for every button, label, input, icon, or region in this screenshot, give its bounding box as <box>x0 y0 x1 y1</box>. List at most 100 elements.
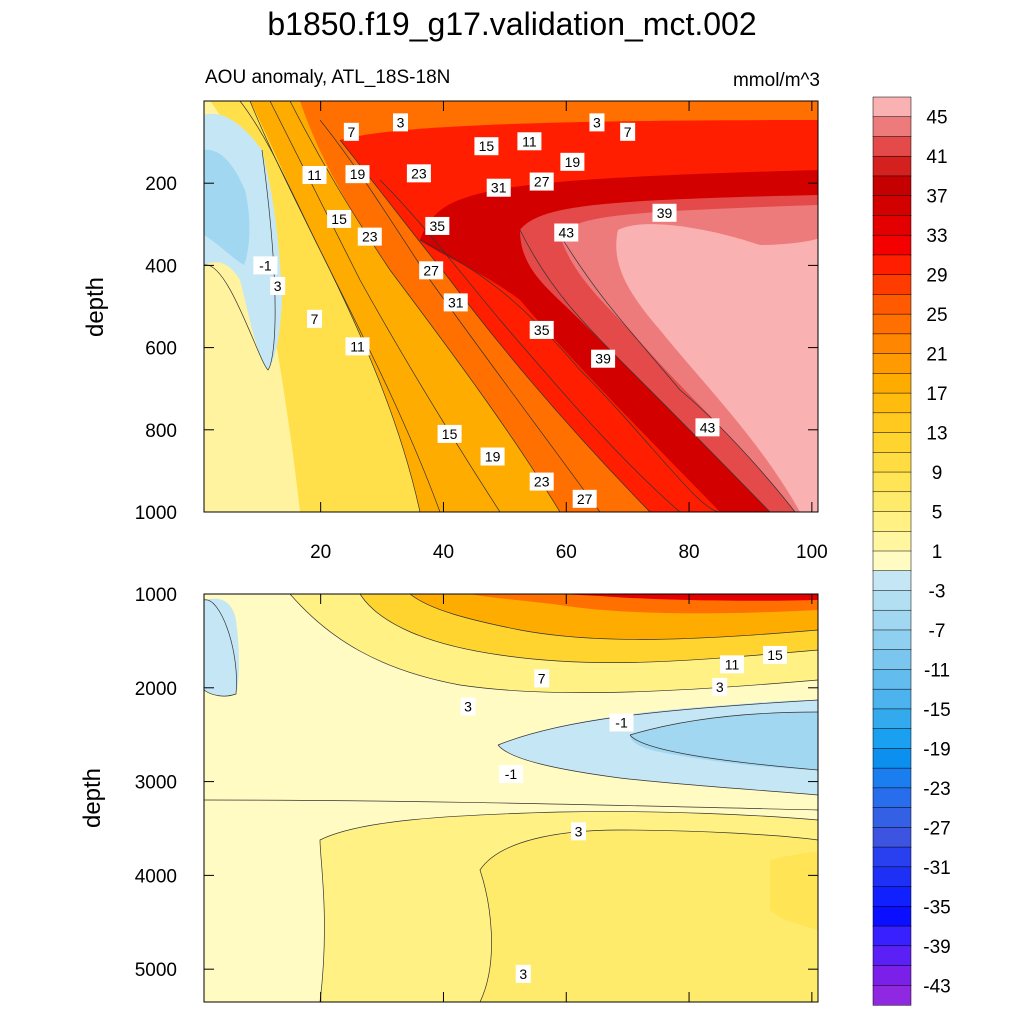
contour-label: 15 <box>767 647 783 663</box>
colorbar-label: 13 <box>926 424 947 445</box>
colorbar-swatch <box>872 669 912 690</box>
chart-subtitle: AOU anomaly, ATL_18S-18N <box>205 67 450 88</box>
y-tick-label: 1000 <box>135 585 177 606</box>
contour-label-bg <box>529 320 554 339</box>
contour-label: 7 <box>347 124 355 140</box>
contour-label: 11 <box>725 656 740 672</box>
colorbar-swatch <box>872 195 912 216</box>
contour-label: 23 <box>411 165 427 181</box>
contour-label-bg <box>270 276 286 295</box>
colorbar-label: 5 <box>932 503 943 524</box>
colorbar-swatch <box>872 906 912 927</box>
upper-contour-lines <box>204 101 796 512</box>
colorbar-label: 9 <box>932 463 943 484</box>
contour-label-bg <box>712 677 728 696</box>
y-tick-label: 800 <box>145 421 177 442</box>
colorbar-label: 17 <box>926 384 947 405</box>
x-tick-label: 60 <box>556 542 577 563</box>
colorbar-swatches <box>872 96 912 1006</box>
colorbar-label: 37 <box>926 187 947 208</box>
contour-label: 43 <box>558 225 574 241</box>
contour-label-bg <box>419 261 444 280</box>
colorbar-swatch <box>872 570 912 592</box>
colorbar-swatch <box>872 412 912 434</box>
colorbar-swatch <box>872 767 912 789</box>
colorbar-swatch <box>872 392 912 414</box>
contour-label: 19 <box>485 449 501 465</box>
contour-label-bg <box>474 137 499 156</box>
contour-label-bg <box>437 424 462 443</box>
contour-label: 11 <box>307 167 322 183</box>
contour-label-bg <box>517 132 542 151</box>
y-tick-label: 400 <box>145 256 177 277</box>
y-tick-label: 200 <box>145 174 177 195</box>
colorbar-swatch <box>872 471 912 493</box>
colorbar-label: -43 <box>923 976 950 997</box>
colorbar-swatch <box>872 491 912 513</box>
colorbar-swatch <box>872 294 912 315</box>
colorbar-swatch <box>872 748 912 769</box>
y-tick-label: 5000 <box>135 960 177 981</box>
colorbar-swatch <box>872 313 912 335</box>
colorbar: 45 41 37 33 29 25 21 17 13 9 5 1 -3 -7 -11 -15 -19 -23 -27… <box>872 96 951 1006</box>
colorbar-label: -39 <box>923 937 950 958</box>
colorbar-label: 1 <box>932 542 943 563</box>
colorbar-label: -7 <box>929 621 946 642</box>
contour-label: 15 <box>442 426 458 442</box>
contour-label: 3 <box>716 679 724 695</box>
contour-label: 39 <box>595 351 611 367</box>
colorbar-swatch <box>872 925 912 947</box>
contour-label-bg <box>486 178 511 197</box>
contour-label: 43 <box>700 419 716 435</box>
lower-contour-field <box>204 594 818 1002</box>
contour-label-bg <box>589 113 605 132</box>
upper-panel: depth 20 40 60 80 100 200 400 600 800 1000 3 7 3 7 1… <box>82 100 828 563</box>
contour-label-bg <box>554 223 579 242</box>
colorbar-label: -11 <box>924 660 950 681</box>
contour-label: 31 <box>491 180 507 196</box>
contour-label-bg <box>620 122 636 141</box>
colorbar-label: -3 <box>929 581 946 602</box>
colorbar-swatch <box>872 96 912 118</box>
contour-label: -1 <box>505 766 518 782</box>
colorbar-swatch <box>872 827 912 848</box>
colorbar-swatch <box>872 649 912 670</box>
contour-label-bg <box>253 256 278 275</box>
colorbar-swatch <box>872 274 912 295</box>
colorbar-label: -19 <box>923 739 950 760</box>
lower-panel: depth 1000 2000 3000 4000 5000 15 11 7 3 3 -1 -1 3 3 <box>79 585 819 1003</box>
colorbar-swatch <box>872 511 912 532</box>
colorbar-swatch <box>872 452 912 473</box>
y-tick-label: 600 <box>145 339 177 360</box>
upper-ylabel: depth <box>82 277 109 337</box>
contour-label-bg <box>572 489 597 508</box>
colorbar-swatch <box>872 136 912 157</box>
contour-label-bg <box>406 164 431 183</box>
x-tick-label: 100 <box>796 542 828 563</box>
colorbar-label: -35 <box>923 897 950 918</box>
colorbar-label: 45 <box>926 108 947 129</box>
contour-label-bg <box>515 964 531 983</box>
contour-label: 15 <box>331 211 347 227</box>
contour-label: 7 <box>624 124 632 140</box>
colorbar-swatch <box>872 432 912 453</box>
colorbar-swatch <box>872 116 912 138</box>
contour-label: 3 <box>464 699 472 715</box>
colorbar-swatch <box>872 353 912 374</box>
colorbar-swatch <box>872 629 912 651</box>
contour-label: 23 <box>362 229 378 245</box>
colorbar-swatch <box>872 175 912 197</box>
contour-label: 3 <box>575 823 583 839</box>
contour-label-bg <box>443 293 468 312</box>
colorbar-label: -31 <box>923 858 950 879</box>
lower-plot-frame <box>203 593 819 1003</box>
upper-plot-frame <box>203 100 819 513</box>
colorbar-label: -27 <box>923 818 950 839</box>
colorbar-label: -23 <box>923 779 950 800</box>
colorbar-swatch <box>872 708 912 730</box>
chart-title: b1850.f19_g17.validation_mct.002 <box>267 6 756 42</box>
contour-label: 39 <box>657 205 673 221</box>
colorbar-label: 29 <box>926 266 947 287</box>
